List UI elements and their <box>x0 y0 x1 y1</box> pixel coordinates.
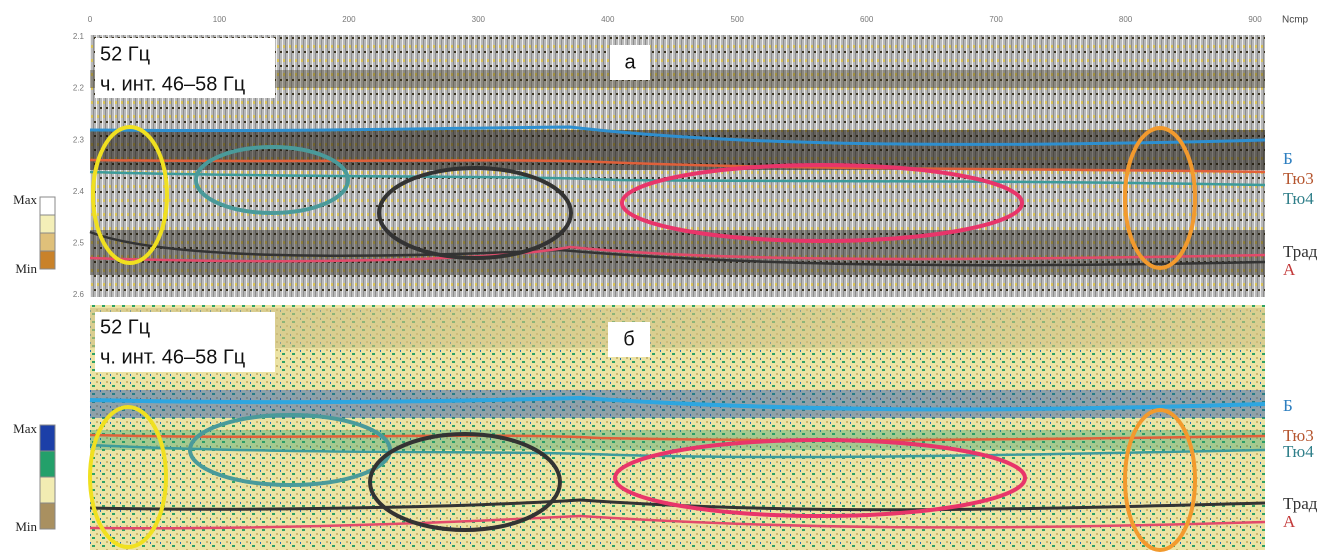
x-tick-label: 500 <box>731 15 745 24</box>
panel-label: б <box>623 328 634 350</box>
legend-max: Max <box>13 192 37 207</box>
horizon-label: Тю4 <box>1283 442 1314 461</box>
x-tick-label: 100 <box>213 15 227 24</box>
x-tick-label: 700 <box>989 15 1003 24</box>
x-tick-label: 900 <box>1248 15 1262 24</box>
legend-max: Max <box>13 421 37 436</box>
horizon-label: Б <box>1283 149 1293 168</box>
x-tick-label: 200 <box>342 15 356 24</box>
horizon-label: А <box>1283 260 1296 279</box>
x-tick-label: 0 <box>88 15 93 24</box>
horizon-label: А <box>1283 512 1296 531</box>
legend-swatch <box>40 197 55 215</box>
horizon-label: Б <box>1283 396 1293 415</box>
frequency: 52 Гц <box>100 316 150 338</box>
legend-swatch <box>40 215 55 233</box>
y-tick-label: 2.6 <box>73 290 85 299</box>
axis-title: Ncmp <box>1282 15 1309 26</box>
legend-min: Min <box>15 519 37 534</box>
legend-swatch <box>40 477 55 503</box>
legend-swatch <box>40 451 55 477</box>
frequency-band: ч. инт. 46–58 Гц <box>100 73 245 95</box>
reflector-band <box>90 230 1265 275</box>
x-tick-label: 600 <box>860 15 874 24</box>
y-tick-label: 2.3 <box>73 135 85 144</box>
legend-swatch <box>40 233 55 251</box>
frequency: 52 Гц <box>100 43 150 65</box>
legend-swatch <box>40 425 55 451</box>
x-tick-label: 400 <box>601 15 615 24</box>
x-tick-label: 800 <box>1119 15 1133 24</box>
x-tick-label: 300 <box>472 15 486 24</box>
y-tick-label: 2.1 <box>73 32 85 41</box>
horizon-label: Тю3 <box>1283 169 1314 188</box>
frequency-band: ч. инт. 46–58 Гц <box>100 346 245 368</box>
panel-label: а <box>624 51 636 73</box>
y-tick-label: 2.5 <box>73 239 85 248</box>
horizon-label: Трад <box>1283 242 1318 261</box>
legend-min: Min <box>15 261 37 276</box>
horizon-label: Трад <box>1283 494 1318 513</box>
horizon-label: Тю4 <box>1283 189 1314 208</box>
y-tick-label: 2.2 <box>73 84 85 93</box>
figure: 52 Гц ч. инт. 46–58 Гц а 52 Гц ч. инт. 4… <box>0 0 1335 555</box>
legend-swatch <box>40 503 55 529</box>
y-tick-label: 2.4 <box>73 187 85 196</box>
legend-swatch <box>40 251 55 269</box>
